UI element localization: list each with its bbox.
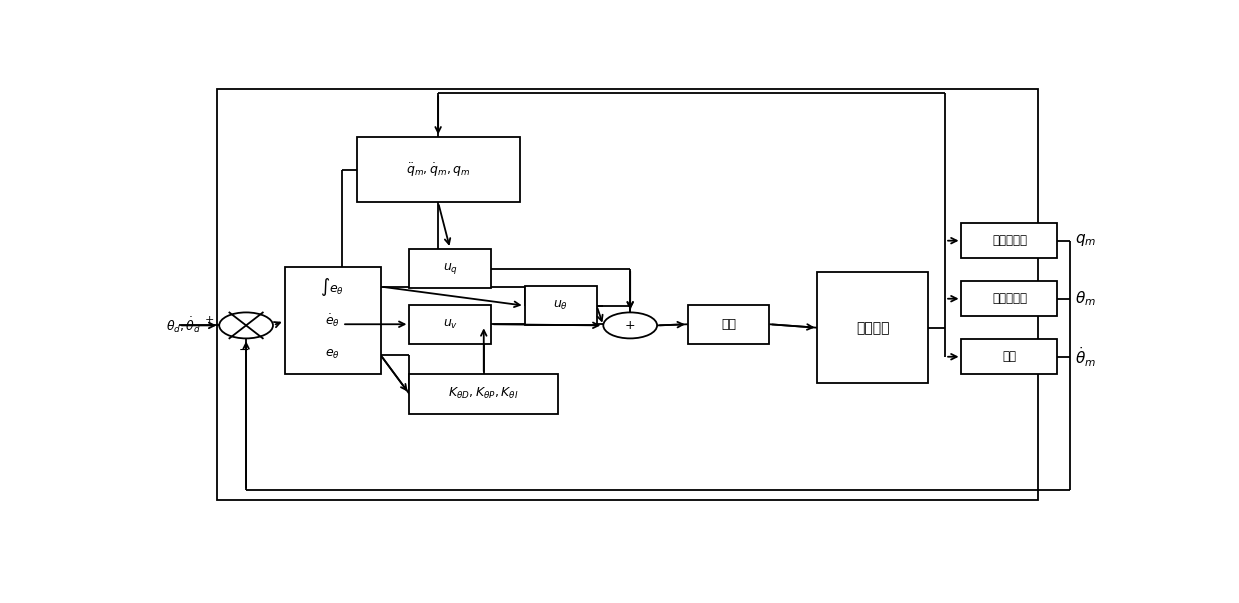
Bar	[961, 223, 1057, 258]
Text: $e_\theta$: $e_\theta$	[325, 349, 339, 361]
Bar	[961, 281, 1057, 316]
Text: $K_{\theta D}, K_{\theta P}, K_{\theta I}$: $K_{\theta D}, K_{\theta P}, K_{\theta I…	[449, 387, 519, 402]
Text: $\dot{e}_\theta$: $\dot{e}_\theta$	[325, 312, 339, 329]
Text: $\ddot{q}_m, \dot{q}_m, q_m$: $\ddot{q}_m, \dot{q}_m, q_m$	[406, 161, 471, 178]
Bar	[285, 267, 380, 374]
Bar	[409, 305, 491, 344]
Text: $\theta_d, \dot{\theta}_d$: $\theta_d, \dot{\theta}_d$	[166, 315, 202, 335]
Text: $q_m$: $q_m$	[1074, 232, 1097, 248]
Text: $\int e_\theta$: $\int e_\theta$	[321, 276, 344, 298]
Text: 刚柔系统: 刚柔系统	[856, 321, 890, 335]
Bar	[688, 305, 769, 344]
Text: +: +	[204, 315, 214, 325]
Bar	[409, 374, 559, 414]
Bar	[961, 339, 1057, 374]
Bar	[409, 249, 491, 288]
Text: $\theta_m$: $\theta_m$	[1074, 289, 1095, 308]
Bar	[818, 272, 928, 384]
Text: 限幅: 限幅	[721, 318, 736, 331]
Text: −: −	[239, 344, 249, 357]
Text: 陀螺: 陀螺	[1002, 350, 1016, 363]
Text: $u_\theta$: $u_\theta$	[553, 299, 569, 312]
Text: 姿态敏感器: 姿态敏感器	[992, 292, 1027, 305]
Text: $u_q$: $u_q$	[442, 261, 457, 276]
Bar	[217, 89, 1038, 499]
Bar	[524, 286, 597, 326]
Text: +: +	[624, 319, 636, 332]
Bar	[357, 137, 520, 203]
Text: $u_v$: $u_v$	[442, 318, 457, 331]
Text: $\dot{\theta}_m$: $\dot{\theta}_m$	[1074, 345, 1095, 369]
Text: 位移传感器: 位移传感器	[992, 234, 1027, 247]
